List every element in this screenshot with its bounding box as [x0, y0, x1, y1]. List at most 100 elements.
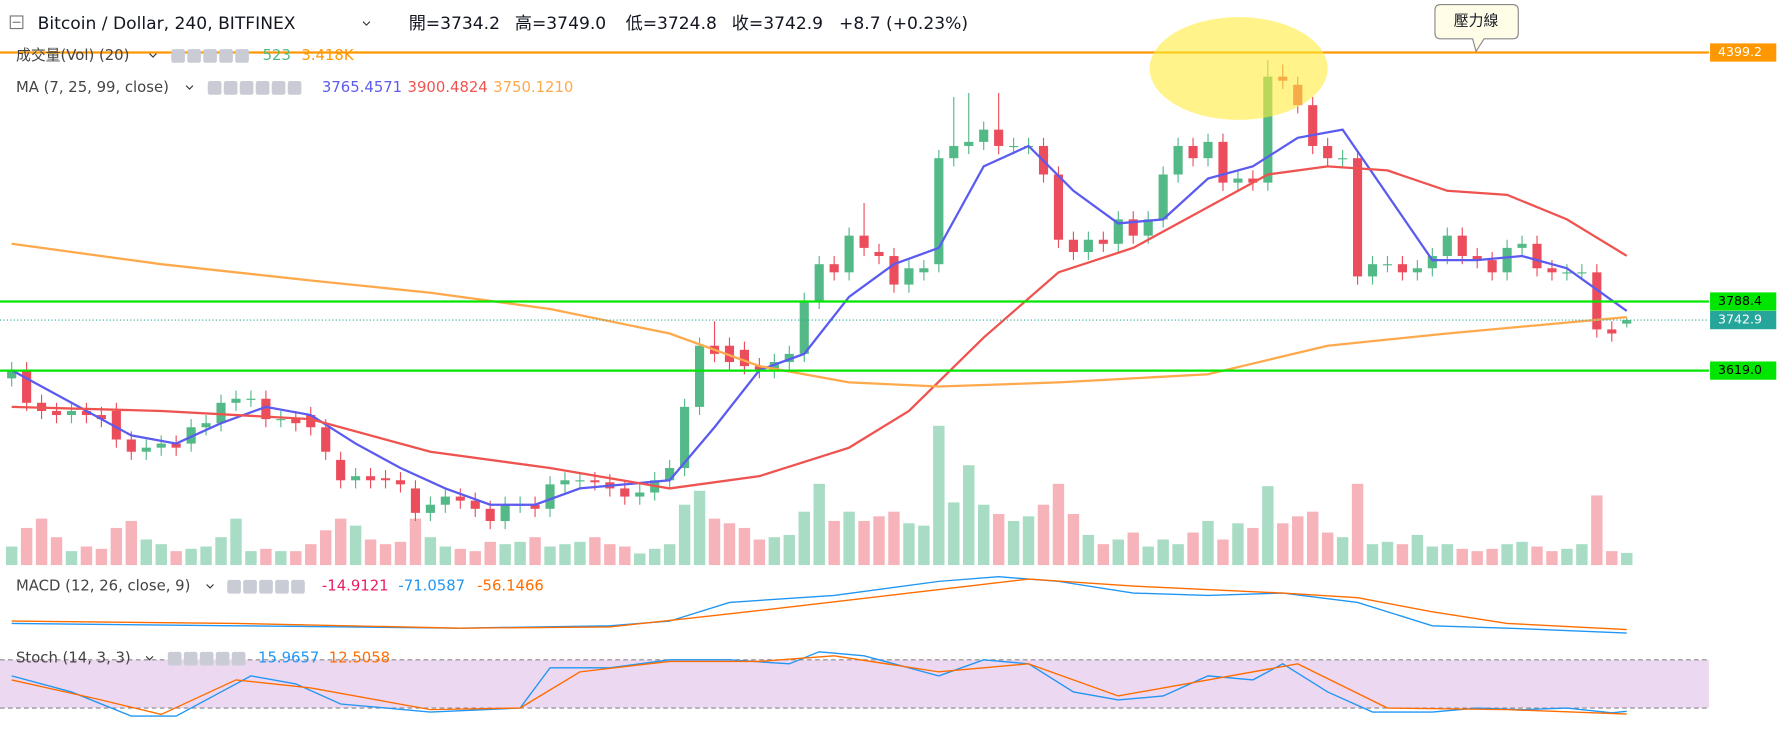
- volume-bar: [185, 548, 197, 566]
- volume-bar: [544, 546, 556, 566]
- ma-readout: 3900.4824: [408, 79, 488, 96]
- chevron[interactable]: [149, 53, 157, 58]
- ohlc-close: 收=3742.9: [732, 14, 823, 34]
- volume-bar: [1262, 486, 1274, 566]
- volume-bar: [1531, 546, 1543, 566]
- volume-bar: [678, 504, 691, 566]
- callout-text: 壓力線: [1454, 13, 1499, 30]
- icon[interactable]: [235, 49, 249, 63]
- volume-bar: [394, 541, 407, 566]
- icon[interactable]: [255, 81, 270, 95]
- ma-line: [11, 165, 1628, 490]
- candle-body: [724, 345, 735, 363]
- candle-body: [949, 145, 959, 159]
- ohlc-low: 低=3724.8: [626, 14, 717, 34]
- icon[interactable]: [239, 81, 254, 95]
- candle-body: [1427, 256, 1437, 269]
- candle-body: [440, 496, 450, 505]
- icon[interactable]: [291, 579, 305, 594]
- callout-box: [1434, 3, 1519, 53]
- candle-body: [560, 480, 570, 485]
- volume-bar: [125, 520, 138, 566]
- icon[interactable]: [219, 49, 233, 63]
- candle-body: [829, 264, 839, 273]
- candle-body: [1173, 145, 1183, 175]
- candle-body: [261, 398, 271, 420]
- icon[interactable]: [223, 81, 238, 95]
- candle-body: [7, 370, 17, 379]
- icon[interactable]: [171, 49, 185, 63]
- volume-bar: [1381, 541, 1394, 566]
- candle-body: [769, 362, 779, 371]
- candle-body: [1532, 243, 1542, 269]
- volume-bar: [409, 518, 422, 566]
- icon[interactable]: [231, 651, 246, 666]
- volume-bar: [260, 548, 272, 566]
- icon[interactable]: [227, 579, 241, 594]
- icon[interactable]: [287, 81, 302, 95]
- volume-bar: [1172, 544, 1184, 566]
- volume-bar: [1037, 504, 1050, 566]
- chevron[interactable]: [185, 85, 194, 90]
- volume-bar: [170, 551, 182, 566]
- volume-bar: [469, 551, 481, 566]
- level-label: 3619.0: [1718, 362, 1762, 377]
- volume-bar: [918, 525, 930, 566]
- icon[interactable]: [183, 651, 198, 666]
- icon[interactable]: [199, 651, 214, 666]
- candle-body: [1113, 219, 1123, 244]
- volume-bar: [708, 518, 721, 566]
- icon[interactable]: [203, 49, 217, 63]
- chevron[interactable]: [206, 584, 214, 589]
- candle-body: [201, 423, 211, 428]
- candle-body: [994, 129, 1004, 146]
- candle-body: [1487, 260, 1497, 273]
- volume-bar: [574, 541, 586, 566]
- candle-body: [111, 410, 121, 440]
- icon[interactable]: [275, 579, 289, 594]
- ma-title: MA (7, 25, 99, close): [16, 79, 169, 96]
- volume-bar: [992, 514, 1005, 566]
- icon[interactable]: [187, 49, 201, 63]
- volume-bar: [484, 541, 496, 566]
- icon[interactable]: [271, 81, 286, 95]
- volume-bar: [95, 548, 108, 566]
- icon[interactable]: [167, 651, 182, 666]
- candle-body: [366, 476, 376, 481]
- volume-bar: [215, 537, 227, 566]
- volume-bar: [1067, 514, 1080, 566]
- icon[interactable]: [259, 579, 273, 594]
- volume-bar: [80, 546, 93, 566]
- chevron[interactable]: [362, 21, 371, 26]
- collapse-icon[interactable]: [9, 15, 24, 30]
- volume-bar: [1336, 537, 1349, 566]
- volume-bar: [20, 527, 33, 566]
- indicator-line: [11, 578, 1627, 631]
- indicator-line: [11, 655, 1627, 716]
- volume-bar: [514, 541, 526, 566]
- highlight-ellipse: [1149, 17, 1328, 120]
- stoch-band: [0, 659, 1709, 709]
- candle-body: [1382, 264, 1393, 266]
- candle-body: [844, 235, 854, 273]
- symbol-title: Bitcoin / Dollar, 240, BITFINEX: [38, 14, 296, 34]
- candle-body: [156, 443, 166, 448]
- candle-body: [680, 406, 690, 469]
- volume-bar: [439, 546, 452, 566]
- icon[interactable]: [207, 81, 222, 95]
- candle-body: [141, 447, 151, 452]
- icon[interactable]: [243, 579, 257, 594]
- candle-body: [1472, 256, 1482, 261]
- candle-body: [904, 268, 914, 285]
- volume-bar: [798, 511, 810, 566]
- candle-body: [216, 402, 226, 424]
- icon[interactable]: [215, 651, 230, 666]
- candle-body: [231, 398, 241, 403]
- candle-body: [1233, 178, 1243, 183]
- candle-body: [814, 264, 824, 301]
- volume-bar: [1277, 523, 1289, 566]
- indicator-icons: [167, 49, 305, 666]
- volume-bar: [813, 483, 825, 566]
- indicator-readout: 15.9657: [258, 650, 319, 667]
- chevron[interactable]: [145, 655, 154, 661]
